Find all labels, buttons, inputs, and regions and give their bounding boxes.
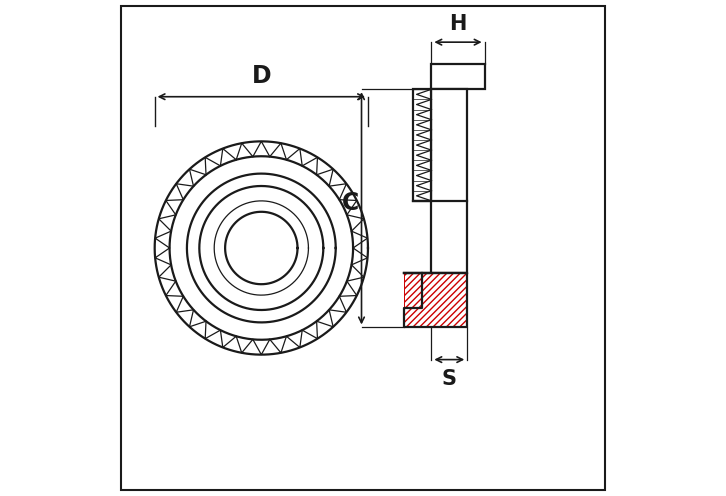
Text: S: S bbox=[442, 369, 457, 388]
Bar bbox=[412, 89, 431, 201]
Text: D: D bbox=[251, 64, 271, 88]
Bar bbox=[431, 89, 467, 273]
Polygon shape bbox=[404, 273, 467, 327]
Text: C: C bbox=[342, 191, 359, 215]
Text: H: H bbox=[449, 14, 467, 34]
Bar bbox=[431, 64, 484, 89]
